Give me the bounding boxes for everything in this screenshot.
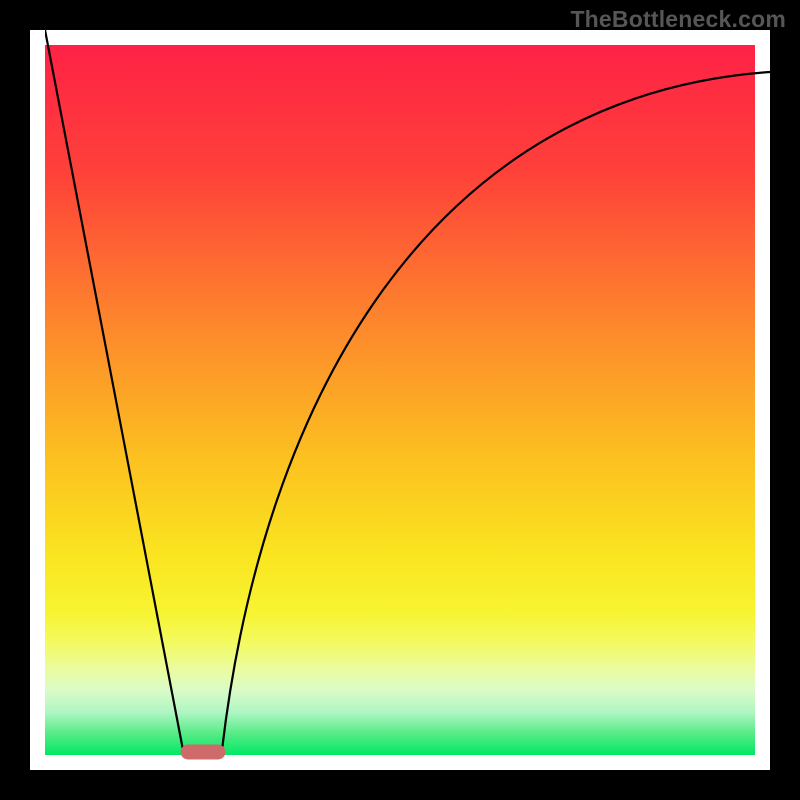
plot-background bbox=[45, 45, 755, 755]
watermark-text: TheBottleneck.com bbox=[570, 6, 786, 33]
bottleneck-chart bbox=[0, 0, 800, 800]
chart-container: TheBottleneck.com bbox=[0, 0, 800, 800]
sweet-spot-marker bbox=[181, 745, 225, 759]
